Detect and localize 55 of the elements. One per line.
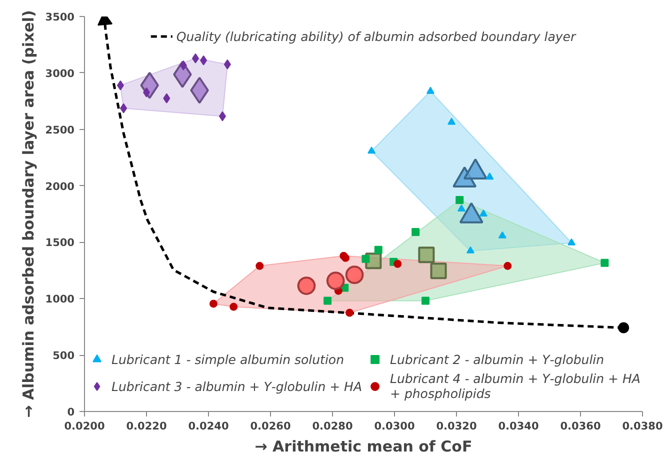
point [479, 209, 488, 217]
legend-label: Lubricant 1 - simple albumin solution [112, 352, 344, 366]
point [448, 118, 456, 125]
point [218, 111, 226, 122]
point [412, 228, 420, 236]
point [346, 308, 354, 317]
point [200, 55, 208, 66]
y-tick-label: 0 [67, 406, 75, 418]
point [209, 300, 218, 308]
x-tick-label: 0.0380 [622, 420, 663, 432]
point [324, 296, 332, 305]
y-tick-label: 500 [52, 350, 75, 362]
x-tick-label: 0.0340 [498, 420, 539, 432]
point [368, 146, 376, 154]
x-tick-label: 0.0280 [312, 420, 353, 432]
point [504, 262, 512, 270]
point [466, 246, 474, 254]
point [180, 60, 187, 70]
point [394, 260, 402, 268]
x-tick-label: 0.0300 [374, 420, 415, 432]
legend-label: Lubricant 4 - albumin + Υ-globulin + HA + phospholipids [390, 371, 640, 401]
point [457, 204, 466, 212]
y-tick-label: 1500 [45, 237, 75, 250]
point [256, 262, 264, 270]
point [224, 59, 231, 70]
x-axis-title: → Arithmetic mean of CoF [254, 438, 472, 456]
y-tick-label: 3000 [45, 68, 75, 80]
x-tick-label: 0.0200 [64, 420, 105, 432]
x-tick-label: 0.0240 [188, 420, 229, 432]
point [230, 302, 238, 311]
y-tick-label: 2500 [45, 124, 75, 136]
point [163, 93, 170, 104]
point [422, 296, 430, 305]
y-tick-label: 2000 [45, 180, 75, 193]
point [116, 80, 124, 90]
point [568, 238, 576, 246]
point [486, 172, 494, 180]
point [426, 86, 434, 94]
point [192, 53, 199, 64]
y-tick-label: 1000 [45, 294, 75, 306]
x-tick-label: 0.0220 [126, 420, 167, 432]
point [120, 103, 128, 114]
x-tick-label: 0.0320 [436, 420, 477, 432]
legend-label: Quality (lubricating ability) of albumin adsorbed boundary layer [176, 28, 576, 44]
point [600, 258, 609, 267]
point [374, 246, 382, 254]
y-tick-label: 3500 [45, 12, 75, 24]
x-tick-label: 0.0260 [250, 420, 291, 432]
point [498, 231, 506, 238]
legend-label: Lubricant 3 - albumin + Υ-globulin + HA [112, 378, 362, 394]
point [362, 254, 370, 263]
x-tick-label: 0.0360 [560, 420, 601, 432]
point [456, 196, 464, 204]
legend-label: Lubricant 2 - albumin + Υ-globulin [390, 352, 604, 366]
y-axis-title: → Albumin adsorbed boundary layer area (pixel) [19, 10, 38, 418]
